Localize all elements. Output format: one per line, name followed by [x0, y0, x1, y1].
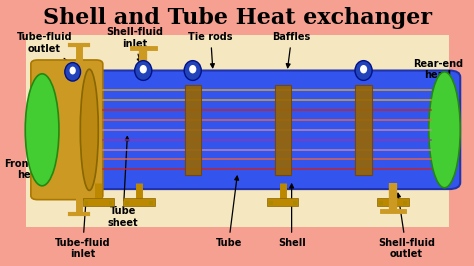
Bar — [109, 201, 112, 205]
FancyBboxPatch shape — [31, 60, 103, 200]
FancyBboxPatch shape — [82, 70, 460, 189]
Bar — [85, 201, 89, 205]
Ellipse shape — [189, 65, 196, 73]
Ellipse shape — [80, 69, 98, 190]
Text: Shell-fluid
outlet: Shell-fluid outlet — [378, 193, 435, 259]
Bar — [267, 198, 298, 206]
Bar — [274, 85, 291, 174]
Bar — [356, 85, 372, 174]
Text: Baffles: Baffles — [273, 32, 311, 68]
Bar — [125, 201, 129, 205]
Bar — [27, 35, 449, 227]
Bar — [149, 201, 153, 205]
Text: Rear-end
head: Rear-end head — [413, 59, 463, 123]
Text: Shell: Shell — [278, 184, 306, 248]
Text: Tube-fluid
inlet: Tube-fluid inlet — [55, 189, 110, 259]
Ellipse shape — [355, 61, 372, 80]
Ellipse shape — [70, 66, 76, 74]
Text: Tube
sheet: Tube sheet — [108, 137, 138, 228]
Text: Front-end
head: Front-end head — [4, 136, 58, 180]
Ellipse shape — [65, 63, 81, 81]
Text: Tie rods: Tie rods — [189, 32, 233, 68]
Bar — [377, 198, 409, 206]
Text: Shell and Tube Heat exchanger: Shell and Tube Heat exchanger — [43, 7, 432, 29]
Ellipse shape — [135, 61, 152, 80]
Bar — [293, 201, 297, 205]
Ellipse shape — [429, 72, 460, 188]
Ellipse shape — [184, 61, 201, 80]
Bar — [185, 85, 201, 174]
Bar — [82, 198, 114, 206]
Ellipse shape — [360, 65, 367, 73]
Bar — [379, 201, 383, 205]
Bar — [269, 201, 273, 205]
Ellipse shape — [140, 65, 147, 73]
Text: Tube-fluid
outlet: Tube-fluid outlet — [17, 32, 75, 67]
Text: Tube: Tube — [216, 176, 242, 248]
Bar — [403, 201, 407, 205]
Ellipse shape — [25, 74, 59, 186]
Text: Shell-fluid
inlet: Shell-fluid inlet — [106, 27, 163, 63]
Bar — [123, 198, 155, 206]
